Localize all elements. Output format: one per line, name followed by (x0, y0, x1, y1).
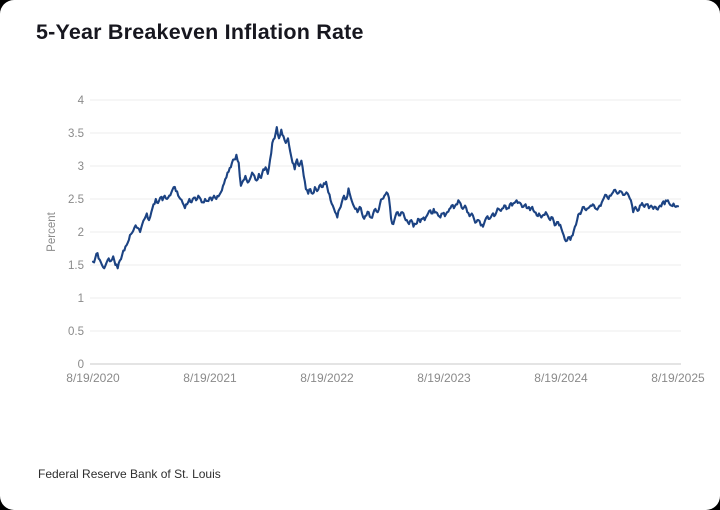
y-tick-label: 3 (78, 161, 84, 173)
y-tick-label: 0 (78, 359, 84, 371)
x-tick-label: 8/19/2021 (183, 371, 237, 385)
x-tick-label: 8/19/2024 (534, 371, 588, 385)
x-tick-label: 8/19/2020 (66, 371, 120, 385)
y-tick-label: 2.5 (68, 194, 84, 206)
y-tick-label: 2 (78, 227, 84, 239)
y-tick-label: 3.5 (68, 128, 84, 140)
x-tick-label: 8/19/2025 (651, 371, 705, 385)
source-attribution: Federal Reserve Bank of St. Louis (38, 467, 221, 481)
y-axis-title: Percent (46, 211, 58, 251)
y-tick-label: 1 (78, 293, 84, 305)
data-line (91, 126, 680, 270)
x-tick-label: 8/19/2023 (417, 371, 471, 385)
x-tick-label: 8/19/2022 (300, 371, 354, 385)
y-tick-label: 0.5 (68, 326, 84, 338)
y-tick-label: 1.5 (68, 260, 84, 272)
y-tick-label: 4 (78, 95, 85, 107)
chart-title: 5-Year Breakeven Inflation Rate (36, 20, 364, 44)
